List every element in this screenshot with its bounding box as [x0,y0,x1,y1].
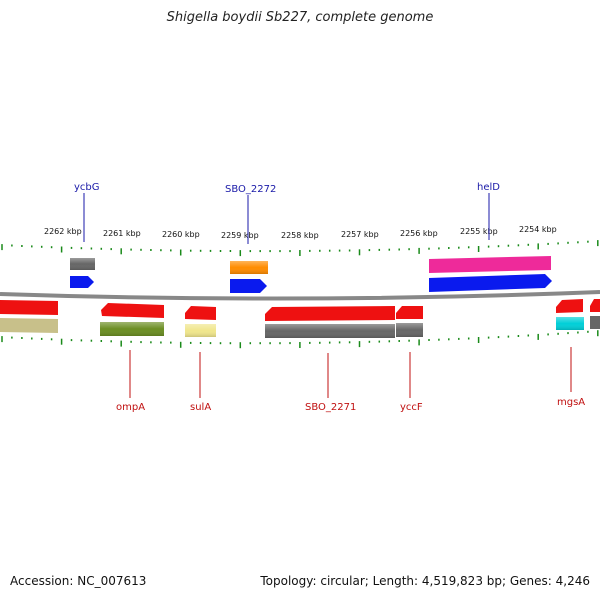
genome-summary-text: Topology: circular; Length: 4,519,823 bp… [260,574,590,588]
tick-row-top [1,240,599,257]
tick-label-2256: 2256 kbp [400,229,438,238]
genome-title: Shigella boydii Sb227, complete genome [166,10,434,25]
gene-red-yccf[interactable] [396,306,423,319]
gene-red-left[interactable] [0,300,58,315]
gene-label-ompa[interactable]: ompA [116,402,145,413]
gene-red-ompa[interactable] [101,303,164,318]
gene-red-mgsa[interactable] [556,299,583,313]
tick-label-2255: 2255 kbp [460,227,498,236]
gene-shading [70,258,584,338]
gene-blue-sbo-2272[interactable] [230,279,267,293]
gene-red-right[interactable] [590,299,600,312]
gene-label-yccf[interactable]: yccF [400,402,423,413]
gene-gray-right[interactable] [590,316,600,329]
tick-label-2261: 2261 kbp [103,229,141,238]
gene-red-sbo-2271[interactable] [265,306,395,321]
gene-red-sula[interactable] [185,306,216,320]
tick-label-2262: 2262 kbp [44,227,82,236]
gene-blue-ycbg[interactable] [70,276,94,288]
tick-label-2258: 2258 kbp [281,231,319,240]
gene-label-ycbg[interactable]: ycbG [74,182,100,193]
gene-khaki-left[interactable] [0,318,58,333]
gene-magenta-top[interactable] [429,256,551,273]
tick-label-2259: 2259 kbp [221,231,259,240]
gene-blue-held[interactable] [429,274,552,292]
tick-row-bottom [1,330,599,349]
gene-label-held[interactable]: helD [477,182,500,193]
genome-backbone [0,290,600,301]
gene-label-sbo-2271[interactable]: SBO_2271 [305,402,356,413]
tick-label-2260: 2260 kbp [162,230,200,239]
gene-label-mgsa[interactable]: mgsA [557,397,585,408]
gene-label-sula[interactable]: sulA [190,402,211,413]
tick-label-2254: 2254 kbp [519,225,557,234]
accession-text: Accession: NC_007613 [10,574,147,588]
gene-label-sbo-2272[interactable]: SBO_2272 [225,184,276,195]
tick-label-2257: 2257 kbp [341,230,379,239]
